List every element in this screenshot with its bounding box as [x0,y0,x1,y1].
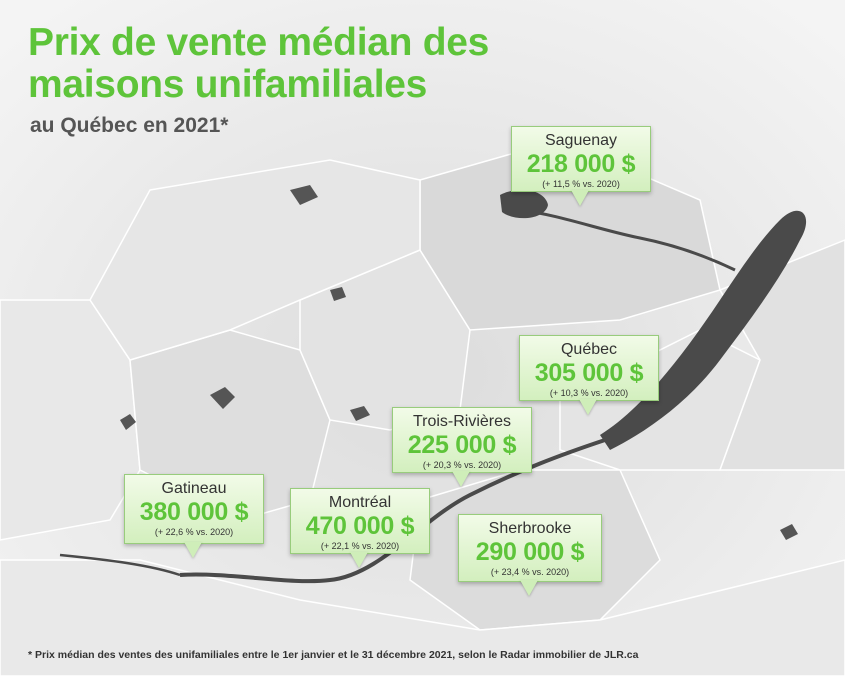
lac-saint-jean [500,189,548,219]
city-price: 470 000 $ [305,512,415,540]
city-change: (+ 22,6 % vs. 2020) [154,527,234,537]
city-name: Gatineau [161,480,227,497]
city-price: 225 000 $ [407,431,517,459]
pointer-trois-rivieres [452,471,470,487]
lake [120,414,136,430]
callout-sherbrooke: Sherbrooke 290 000 $ (+ 23,4 % vs. 2020) [458,514,602,582]
pointer-quebec [579,399,597,415]
pointer-sherbrooke [520,580,538,596]
page-subtitle: au Québec en 2021* [30,114,229,137]
lake [290,185,318,205]
saguenay-river [519,208,736,272]
city-name: Sherbrooke [488,520,572,537]
city-name: Trois-Rivières [412,413,512,430]
city-change: (+ 20,3 % vs. 2020) [422,460,502,470]
page-title: Prix de vente médian des maisons unifami… [28,22,489,106]
city-change: (+ 22,1 % vs. 2020) [320,541,400,551]
pointer-montreal [350,552,368,568]
city-price: 305 000 $ [534,359,644,387]
callout-trois-rivieres: Trois-Rivières 225 000 $ (+ 20,3 % vs. 2… [392,407,532,473]
map-region-north [89,159,421,361]
lake [350,406,370,421]
city-name: Montréal [328,494,392,511]
callout-montreal: Montréal 470 000 $ (+ 22,1 % vs. 2020) [290,488,430,554]
pointer-saguenay [571,190,589,206]
city-change: (+ 10,3 % vs. 2020) [549,388,629,398]
lake [330,287,346,301]
city-price: 380 000 $ [139,498,249,526]
city-change: (+ 23,4 % vs. 2020) [490,567,570,577]
lake [780,524,798,540]
city-price: 290 000 $ [475,538,585,566]
ottawa-river [59,553,181,577]
callout-saguenay: Saguenay 218 000 $ (+ 11,5 % vs. 2020) [511,126,651,192]
title-line-1: Prix de vente médian des [28,21,489,64]
city-name: Québec [560,341,618,358]
callout-gatineau: Gatineau 380 000 $ (+ 22,6 % vs. 2020) [124,474,264,544]
pointer-gatineau [184,542,202,558]
city-name: Saguenay [544,132,618,149]
footnote: * Prix médian des ventes des unifamilial… [28,649,639,661]
callout-quebec: Québec 305 000 $ (+ 10,3 % vs. 2020) [519,335,659,401]
map-region-south [0,559,845,676]
title-line-2: maisons unifamiliales [28,63,428,106]
city-price: 218 000 $ [526,150,636,178]
city-change: (+ 11,5 % vs. 2020) [542,179,620,189]
lake [210,387,235,409]
